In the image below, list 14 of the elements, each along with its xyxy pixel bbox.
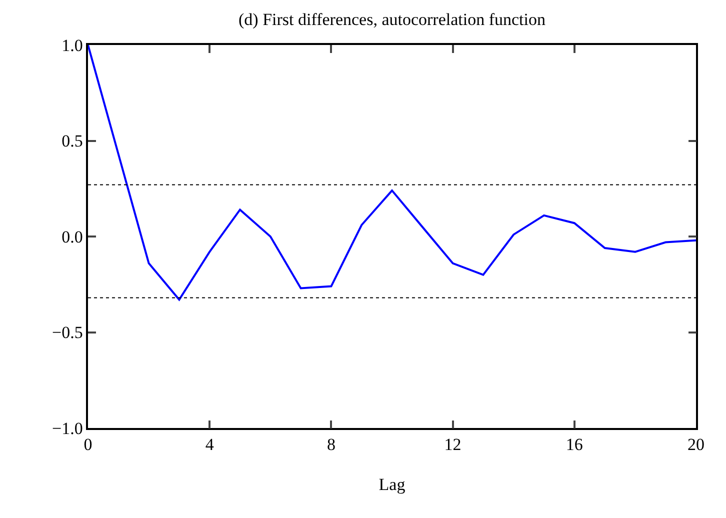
y-tick-label: 0.5 xyxy=(62,132,83,151)
x-tick-label: 16 xyxy=(566,435,583,454)
chart-title: (d) First differences, autocorrelation function xyxy=(238,10,546,29)
y-tick-label: 0.0 xyxy=(62,227,83,246)
x-tick-label: 4 xyxy=(205,435,214,454)
x-axis-title: Lag xyxy=(378,475,406,494)
x-tick-label: 12 xyxy=(444,435,462,454)
x-tick-label: 0 xyxy=(84,435,92,454)
y-tick-label: −1.0 xyxy=(52,418,83,438)
y-tick-label: −0.5 xyxy=(52,323,83,342)
x-tick-label: 20 xyxy=(688,435,704,454)
line-series xyxy=(88,45,696,301)
x-tick-label: 8 xyxy=(326,435,336,454)
y-tick-label: 1.0 xyxy=(62,36,83,55)
